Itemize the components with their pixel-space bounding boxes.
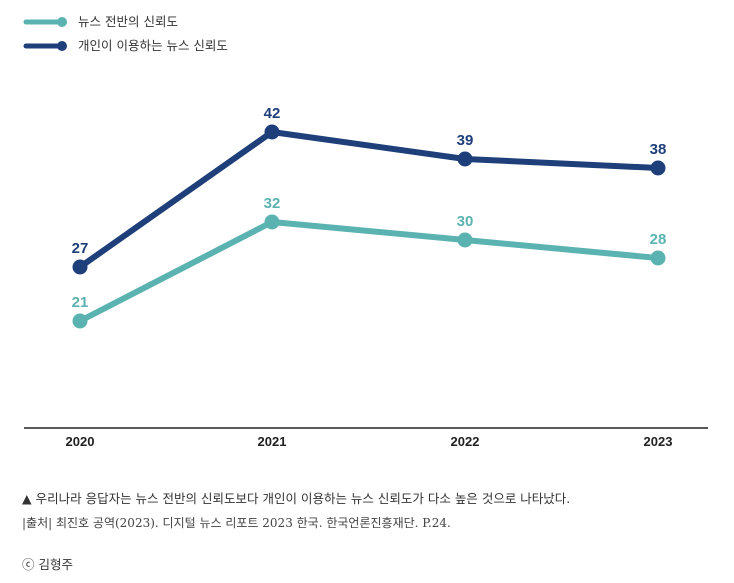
x-axis-ticks: 2020 2021 2022 2023 <box>66 434 673 449</box>
data-point <box>264 124 280 140</box>
series-0: 21 32 30 28 <box>72 195 667 329</box>
data-label: 32 <box>264 195 281 212</box>
series-line <box>77 129 661 270</box>
caption-marker: ▲ <box>22 491 32 506</box>
data-label: 28 <box>650 231 667 248</box>
legend-swatch-marker <box>57 41 67 51</box>
data-label: 39 <box>457 132 474 149</box>
data-label: 27 <box>72 240 89 257</box>
legend-label: 뉴스 전반의 신뢰도 <box>78 14 178 29</box>
legend-item: 개인이 이용하는 뉴스 신뢰도 <box>23 38 228 53</box>
data-label: 30 <box>457 213 474 230</box>
series-line <box>77 219 661 324</box>
data-point <box>457 151 473 167</box>
series-layer: 21 32 30 28 27 42 39 38 <box>72 105 667 329</box>
author-credit: ⓒ 김형주 <box>22 554 73 573</box>
source-citation: |출처| 최진호 공역(2023). 디지털 뉴스 리포트 2023 한국. 한… <box>22 516 451 530</box>
data-point <box>650 250 666 266</box>
data-point <box>72 313 88 329</box>
legend-item: 뉴스 전반의 신뢰도 <box>23 14 178 29</box>
data-point <box>72 259 88 275</box>
legend-label: 개인이 이용하는 뉴스 신뢰도 <box>78 38 228 53</box>
caption-text: 우리나라 응답자는 뉴스 전반의 신뢰도보다 개인이 이용하는 뉴스 신뢰도가 … <box>35 491 571 506</box>
x-tick-label: 2022 <box>451 434 480 449</box>
x-tick-label: 2023 <box>644 434 673 449</box>
author-name: 김형주 <box>38 557 74 572</box>
copyright-icon: ⓒ <box>22 557 35 572</box>
data-label: 21 <box>72 294 89 311</box>
series-1: 27 42 39 38 <box>72 105 667 275</box>
data-point <box>650 160 666 176</box>
data-point <box>264 214 280 230</box>
x-tick-label: 2021 <box>258 434 287 449</box>
legend-swatch-marker <box>57 17 67 27</box>
data-label: 42 <box>264 105 281 122</box>
data-label: 38 <box>650 141 667 158</box>
x-tick-label: 2020 <box>66 434 95 449</box>
data-point <box>457 232 473 248</box>
chart-caption: ▲ 우리나라 응답자는 뉴스 전반의 신뢰도보다 개인이 이용하는 뉴스 신뢰도… <box>22 488 570 507</box>
